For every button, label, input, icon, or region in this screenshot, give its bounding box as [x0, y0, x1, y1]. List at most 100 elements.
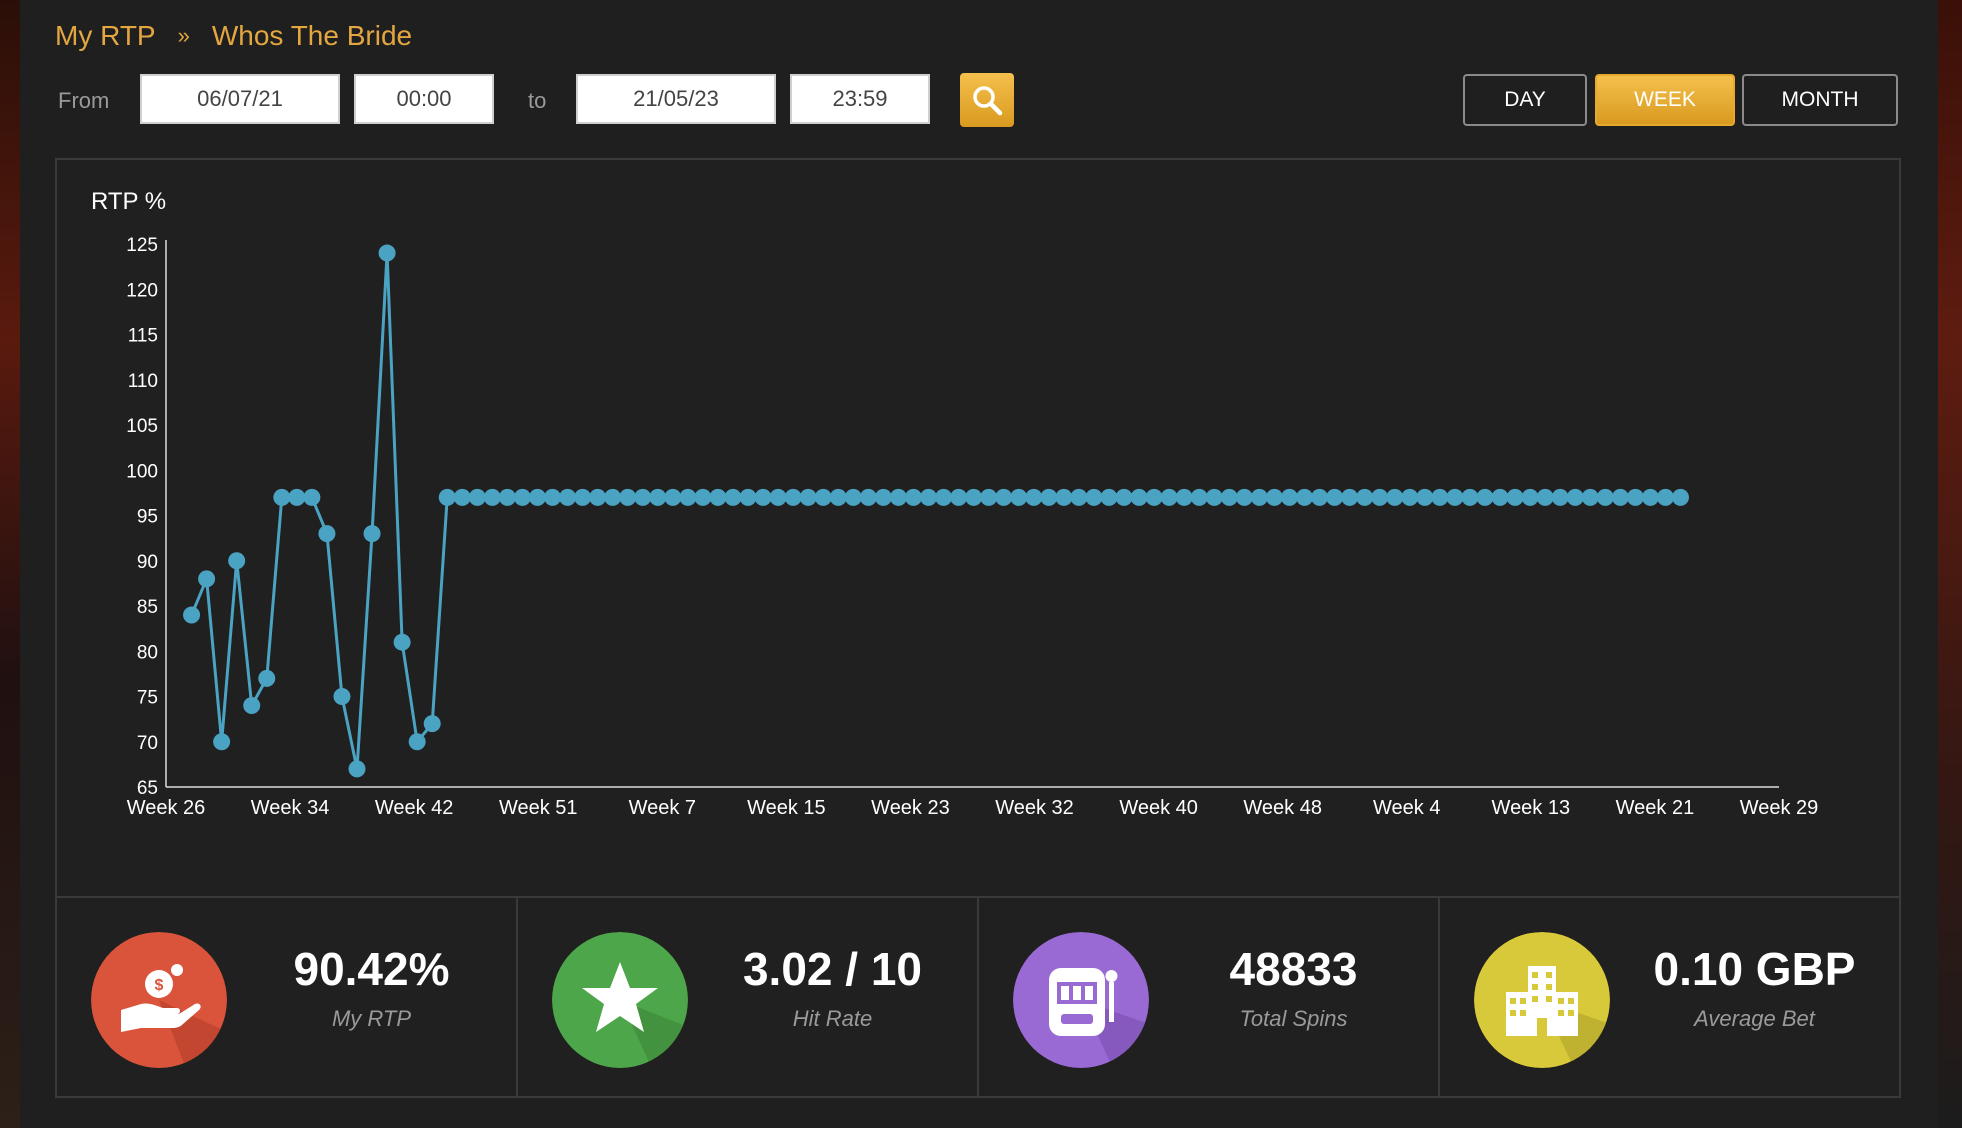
data-point — [1521, 488, 1539, 506]
data-point — [423, 715, 441, 733]
data-point — [935, 488, 953, 506]
data-point — [333, 688, 351, 705]
y-tick-label: 95 — [137, 507, 158, 528]
rtp-chart: RTP % 65 70 75 80 85 90 95 100 105 110 115 120 125 Wee… — [91, 188, 1818, 819]
data-point — [544, 488, 562, 506]
y-axis-label: RTP % — [91, 188, 166, 215]
data-point — [1250, 488, 1268, 506]
data-point — [1416, 488, 1434, 506]
period-week-button[interactable]: WEEK — [1595, 74, 1735, 126]
data-point — [1566, 488, 1584, 506]
background-edge-right — [1938, 0, 1962, 1128]
data-point — [634, 488, 652, 506]
data-point — [258, 669, 276, 687]
data-point — [183, 606, 201, 624]
from-time-field[interactable]: 00:00 — [354, 74, 494, 124]
data-point — [589, 488, 607, 506]
breadcrumb-current: Whos The Bride — [211, 20, 413, 51]
data-point — [604, 488, 622, 506]
x-tick-label: Week 13 — [1492, 797, 1571, 819]
x-tick-label: Week 34 — [251, 797, 330, 819]
to-time-field[interactable]: 23:59 — [790, 74, 930, 124]
data-point — [1641, 488, 1659, 506]
y-tick-label: 75 — [137, 688, 158, 709]
stat-label-my-rtp: My RTP — [331, 1006, 412, 1031]
data-point — [1656, 488, 1674, 506]
data-point — [1280, 488, 1298, 506]
search-button[interactable] — [960, 73, 1014, 127]
series-line — [190, 252, 1681, 770]
to-date-field[interactable]: 21/05/23 — [576, 74, 776, 124]
period-day-button[interactable]: DAY — [1463, 74, 1587, 126]
data-point — [1040, 488, 1058, 506]
data-point — [559, 488, 577, 506]
data-point — [1446, 488, 1464, 506]
x-tick-label: Week 26 — [127, 797, 206, 819]
data-point — [995, 488, 1013, 506]
y-tick-label: 120 — [126, 280, 158, 301]
data-point — [288, 488, 306, 506]
stat-hit-rate: 3.02 / 10 Hit Rate — [518, 898, 979, 1098]
y-tick-label: 90 — [137, 552, 158, 573]
data-point — [198, 570, 216, 588]
data-point — [303, 488, 321, 506]
stat-total-spins: 48833 Total Spins — [979, 898, 1440, 1098]
data-point — [1295, 488, 1313, 506]
data-point — [769, 488, 787, 506]
data-point — [649, 488, 667, 506]
data-point — [784, 488, 802, 506]
data-point — [724, 488, 742, 506]
data-point — [348, 760, 366, 778]
data-point — [1476, 488, 1494, 506]
data-point — [709, 488, 727, 506]
from-label: From — [58, 88, 110, 113]
data-point — [408, 733, 426, 751]
data-point — [1145, 488, 1163, 506]
data-point — [1536, 488, 1554, 506]
data-point — [574, 488, 592, 506]
data-point — [363, 525, 381, 543]
svg-text:$: $ — [155, 977, 164, 994]
x-tick-label: Week 23 — [871, 797, 950, 819]
data-point — [889, 488, 907, 506]
x-tick-label: Week 15 — [747, 797, 826, 819]
data-point — [920, 488, 938, 506]
y-tick-label: 70 — [137, 733, 158, 754]
main-content: My RTP » Whos The Bride From 06/07/21 00… — [20, 0, 1938, 1128]
from-date-field[interactable]: 06/07/21 — [140, 74, 340, 124]
y-tick-label: 110 — [128, 371, 158, 392]
stat-label-average-bet: Average Bet — [1694, 1006, 1815, 1031]
building-icon — [1474, 932, 1610, 1068]
data-point — [513, 488, 531, 506]
background-edge-left — [0, 0, 20, 1128]
x-tick-label: Week 51 — [499, 797, 578, 819]
star-icon — [552, 932, 688, 1068]
x-tick-label: Week 32 — [995, 797, 1074, 819]
data-point — [1265, 488, 1283, 506]
data-point — [694, 488, 712, 506]
data-point — [1626, 488, 1644, 506]
data-point — [1491, 488, 1509, 506]
data-point — [1220, 488, 1238, 506]
data-point — [378, 244, 396, 262]
data-point — [468, 488, 486, 506]
breadcrumb-root-link[interactable]: My RTP — [55, 20, 156, 51]
rtp-panel: RTP % 65 70 75 80 85 90 95 100 105 110 115 120 125 Wee… — [55, 158, 1901, 1098]
x-tick-label: Week 4 — [1373, 797, 1440, 819]
stats-row: $ 90.42% My RTP 3.02 / 10 Hi — [57, 896, 1899, 1098]
data-point — [1596, 488, 1614, 506]
y-tick-label: 85 — [137, 597, 158, 618]
data-point — [393, 633, 411, 651]
y-tick-label: 80 — [137, 642, 158, 663]
rtp-chart-area: RTP % 65 70 75 80 85 90 95 100 105 110 115 120 125 Wee… — [57, 160, 1899, 895]
data-point — [213, 733, 231, 751]
stat-value-my-rtp: 90.42% — [293, 943, 450, 995]
stat-label-total-spins: Total Spins — [1239, 1006, 1348, 1031]
x-tick-label: Week 21 — [1616, 797, 1695, 819]
data-point — [1551, 488, 1569, 506]
data-point — [1055, 488, 1073, 506]
stat-label-hit-rate: Hit Rate — [792, 1006, 873, 1031]
period-month-button[interactable]: MONTH — [1742, 74, 1898, 126]
data-point — [1356, 488, 1374, 506]
x-tick-label: Week 42 — [375, 797, 454, 819]
